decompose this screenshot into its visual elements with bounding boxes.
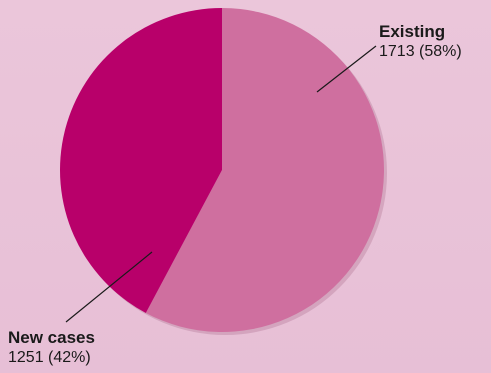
leader-line-new-cases	[65, 251, 153, 323]
slice-value-new-cases: 1251 (42%)	[8, 349, 91, 366]
slice-new-cases	[60, 7, 222, 313]
slice-value-existing: 1713 (58%)	[379, 43, 462, 60]
slice-label-existing: Existing 1713 (58%)	[379, 22, 462, 62]
slice-name-existing: Existing	[379, 22, 446, 41]
leader-line-existing	[316, 45, 377, 93]
slice-name-new-cases: New cases	[8, 328, 95, 347]
slice-existing	[145, 8, 385, 332]
slice-label-new-cases: New cases 1251 (42%)	[8, 328, 95, 368]
